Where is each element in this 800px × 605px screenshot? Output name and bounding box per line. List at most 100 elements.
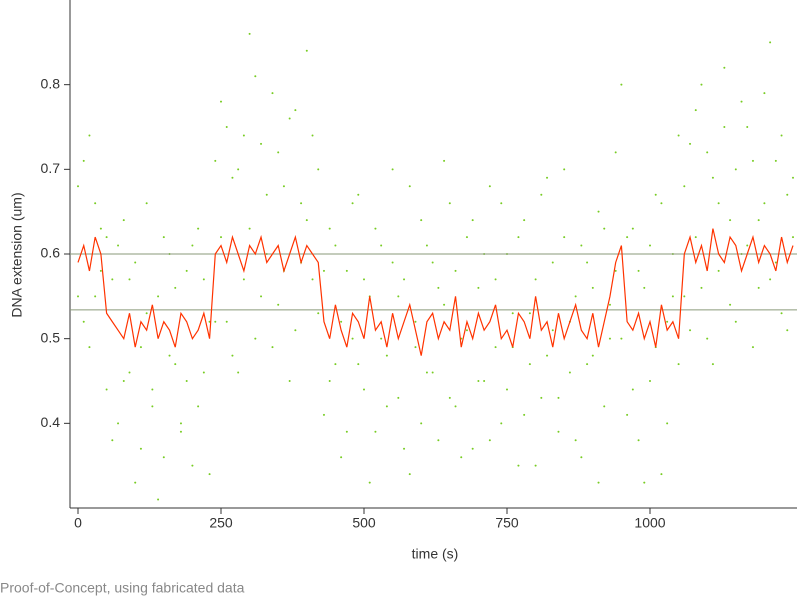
data-point (345, 269, 348, 272)
data-point (374, 227, 377, 230)
x-tick-label: 0 (74, 515, 82, 531)
data-point (162, 456, 165, 459)
data-point (345, 430, 348, 433)
data-point (660, 473, 663, 476)
data-point (202, 278, 205, 281)
data-point (494, 346, 497, 349)
data-point (791, 236, 794, 239)
data-point (197, 227, 200, 230)
data-point (408, 185, 411, 188)
data-point (157, 295, 160, 298)
data-point (214, 159, 217, 162)
data-point (711, 363, 714, 366)
data-point (237, 168, 240, 171)
data-point (340, 456, 343, 459)
data-point (122, 219, 125, 222)
data-point (540, 396, 543, 399)
data-point (391, 261, 394, 264)
data-point (689, 142, 692, 145)
data-point (620, 337, 623, 340)
data-point (403, 447, 406, 450)
data-point (128, 278, 131, 281)
data-point (597, 210, 600, 213)
data-point (666, 422, 669, 425)
data-point (328, 227, 331, 230)
data-point (608, 303, 611, 306)
data-point (763, 202, 766, 205)
data-point (528, 312, 531, 315)
data-point (660, 202, 663, 205)
data-point (431, 261, 434, 264)
data-point (511, 312, 514, 315)
data-point (643, 286, 646, 289)
data-point (363, 278, 366, 281)
data-point (631, 227, 634, 230)
data-point (614, 269, 617, 272)
data-point (260, 142, 263, 145)
data-point (465, 329, 468, 332)
data-point (248, 32, 251, 35)
data-point (774, 159, 777, 162)
data-point (700, 286, 703, 289)
data-point (729, 303, 732, 306)
x-tick-label: 1000 (634, 515, 665, 531)
data-point (677, 363, 680, 366)
data-point (185, 380, 188, 382)
data-point (580, 456, 583, 459)
data-point (580, 244, 583, 247)
data-point (334, 363, 337, 366)
data-point (546, 176, 549, 179)
data-point (460, 456, 463, 459)
data-point (471, 447, 474, 450)
data-point (425, 371, 428, 374)
data-point (220, 100, 223, 103)
data-point (151, 405, 154, 408)
data-point (88, 346, 91, 349)
data-point (448, 396, 451, 399)
data-point (88, 134, 91, 137)
data-point (528, 363, 531, 366)
data-point (414, 346, 417, 349)
data-point (340, 320, 343, 323)
data-point (242, 278, 245, 281)
data-point (117, 244, 120, 247)
data-point (311, 278, 314, 281)
data-point (786, 329, 789, 332)
y-tick-label: 0.7 (41, 160, 61, 176)
data-point (637, 269, 640, 272)
data-point (168, 354, 171, 357)
data-point (77, 185, 80, 188)
data-point (746, 244, 749, 247)
data-point (751, 159, 754, 162)
data-point (551, 261, 554, 264)
data-point (191, 464, 194, 467)
data-point (677, 134, 680, 137)
data-point (763, 92, 766, 95)
data-point (99, 269, 102, 272)
data-point (689, 329, 692, 332)
data-point (179, 430, 182, 433)
data-point (626, 236, 629, 239)
data-point (791, 176, 794, 179)
data-point (443, 303, 446, 306)
data-point (591, 354, 594, 357)
data-point (271, 92, 274, 95)
data-point (443, 159, 446, 162)
data-point (242, 134, 245, 137)
data-point (654, 193, 657, 196)
data-point (380, 244, 383, 247)
data-point (82, 159, 85, 162)
data-point (134, 261, 137, 264)
data-point (334, 244, 337, 247)
data-point (197, 405, 200, 408)
x-tick-label: 500 (352, 515, 376, 531)
data-point (134, 481, 137, 484)
data-point (139, 447, 142, 450)
data-point (437, 439, 440, 442)
data-point (534, 278, 537, 281)
data-point (122, 380, 125, 382)
data-point (265, 193, 268, 196)
data-point (711, 176, 714, 179)
data-point (420, 422, 423, 425)
data-point (105, 388, 108, 391)
